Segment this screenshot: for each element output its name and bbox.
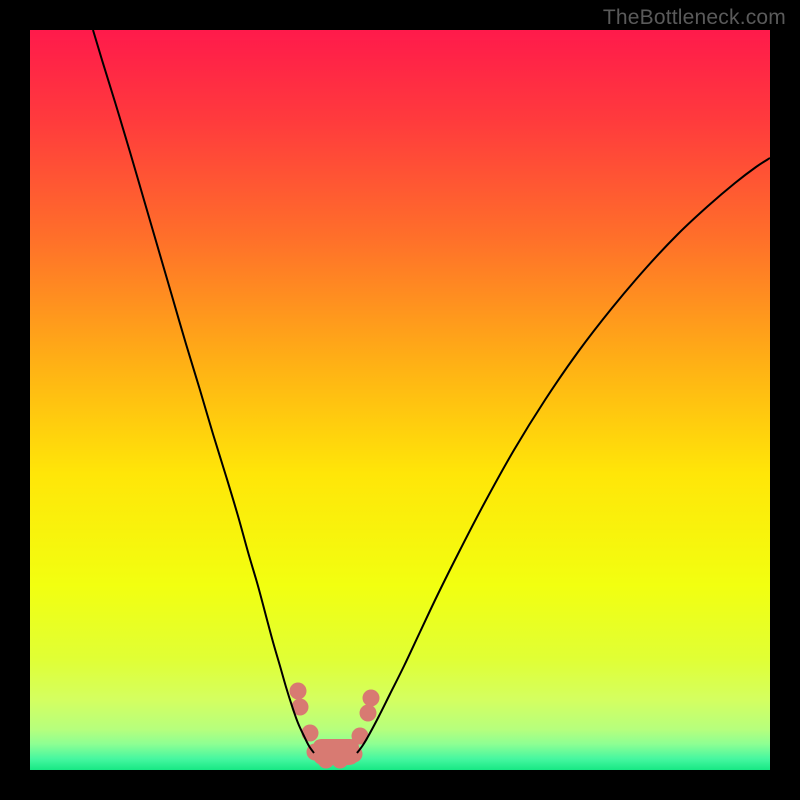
watermark-text: TheBottleneck.com	[603, 6, 786, 30]
chart-frame: TheBottleneck.com	[0, 0, 800, 800]
curve-layer	[30, 30, 770, 770]
marker-dot	[360, 705, 377, 722]
marker-dot	[290, 683, 307, 700]
marker-dots	[290, 683, 380, 769]
marker-dot	[363, 690, 380, 707]
marker-dot	[302, 725, 319, 742]
plot-area	[30, 30, 770, 770]
bottleneck-curve-left	[93, 30, 314, 753]
bottleneck-curve-right	[357, 158, 770, 753]
